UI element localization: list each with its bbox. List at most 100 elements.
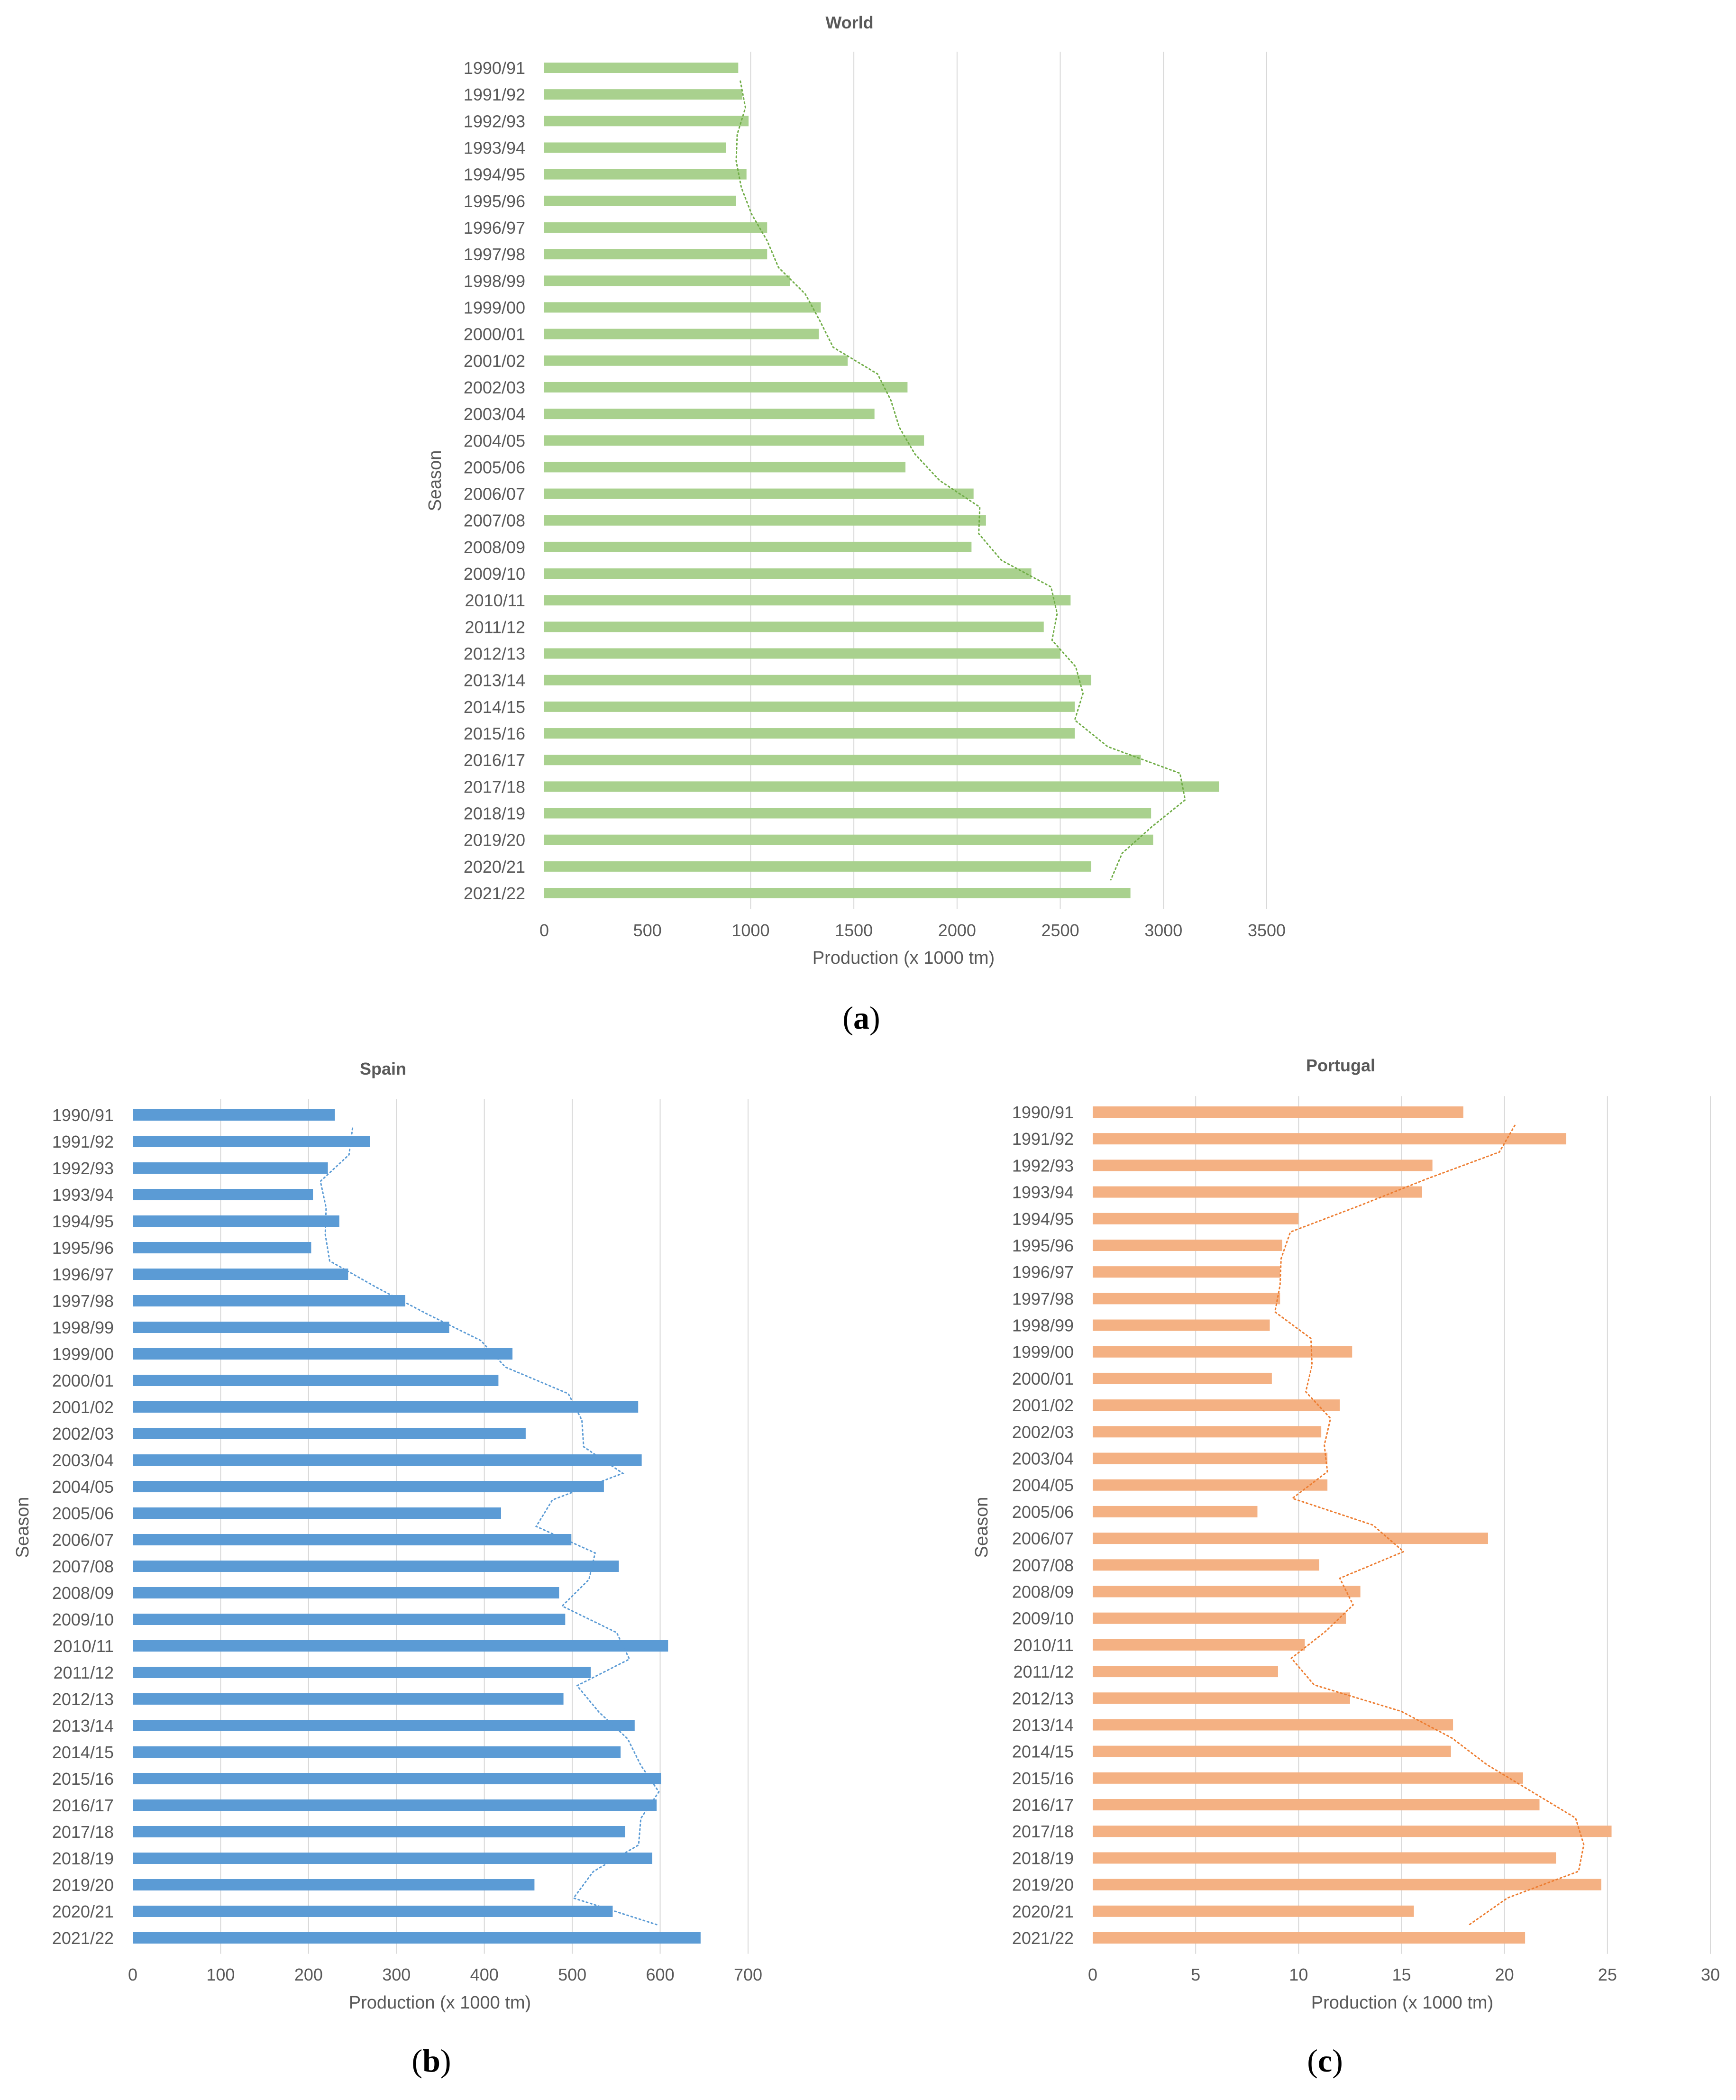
world-category-label: 2002/03 xyxy=(464,378,525,397)
portugal-category-label: 2014/15 xyxy=(1012,1742,1074,1762)
world-bar xyxy=(544,861,1091,872)
portugal-category-label: 1992/93 xyxy=(1012,1156,1074,1175)
spain-category-label: 2019/20 xyxy=(52,1875,114,1895)
portugal-category-label: 2004/05 xyxy=(1012,1476,1074,1495)
spain-x-tick-label: 0 xyxy=(128,1965,137,1984)
world-x-tick-label: 500 xyxy=(633,921,662,940)
spain-bar xyxy=(133,1614,566,1625)
world-category-label: 2013/14 xyxy=(464,671,525,690)
spain-category-label: 2000/01 xyxy=(52,1371,114,1390)
portugal-category-label: 2017/18 xyxy=(1012,1822,1074,1841)
world-category-label: 2005/06 xyxy=(464,457,525,477)
world-bar xyxy=(544,488,974,499)
spain-category-label: 2021/22 xyxy=(52,1928,114,1948)
spain-category-label: 1992/93 xyxy=(52,1159,114,1178)
portugal-bar xyxy=(1093,1879,1601,1890)
world-trendline xyxy=(735,80,1186,881)
world-category-label: 2003/04 xyxy=(464,404,525,424)
world-bar xyxy=(544,834,1153,845)
portugal-category-label: 2015/16 xyxy=(1012,1769,1074,1788)
caption-c-letter: c xyxy=(1318,2043,1332,2079)
spain-category-label: 1995/96 xyxy=(52,1238,114,1258)
portugal-category-label: 1996/97 xyxy=(1012,1262,1074,1282)
portugal-bar xyxy=(1093,1106,1463,1118)
world-category-label: 1993/94 xyxy=(464,138,525,157)
world-bar xyxy=(544,568,1032,579)
spain-bar xyxy=(133,1269,348,1280)
world-bar xyxy=(544,675,1091,685)
caption-b-letter: b xyxy=(422,2043,440,2079)
spain-bar xyxy=(133,1853,652,1864)
portugal-x-tick-label: 20 xyxy=(1495,1965,1514,1984)
world-bar xyxy=(544,355,848,366)
world-bar xyxy=(544,382,908,393)
portugal-category-label: 2018/19 xyxy=(1012,1848,1074,1868)
spain-bar xyxy=(133,1507,501,1519)
spain-bar xyxy=(133,1773,661,1784)
portugal-category-label: 2016/17 xyxy=(1012,1795,1074,1815)
spain-category-label: 2006/07 xyxy=(52,1530,114,1550)
world-category-label: 2020/21 xyxy=(464,857,525,877)
world-bar xyxy=(544,808,1151,819)
spain-category-label: 1997/98 xyxy=(52,1291,114,1311)
portugal-category-label: 2005/06 xyxy=(1012,1502,1074,1522)
world-bar xyxy=(544,409,875,420)
world-bar xyxy=(544,888,1131,898)
spain-x-tick-label: 100 xyxy=(206,1965,235,1984)
portugal-y-axis-label: Season xyxy=(972,1497,992,1558)
portugal-category-label: 1990/91 xyxy=(1012,1103,1074,1122)
world-category-label: 2007/08 xyxy=(464,511,525,530)
world-bar xyxy=(544,329,819,339)
caption-a-close: ) xyxy=(869,1000,880,1036)
portugal-x-tick-label: 15 xyxy=(1392,1965,1411,1984)
world-category-label: 2008/09 xyxy=(464,538,525,557)
portugal-category-label: 2007/08 xyxy=(1012,1555,1074,1575)
world-chart-title: World xyxy=(825,13,873,32)
portugal-category-label: 2008/09 xyxy=(1012,1582,1074,1601)
spain-bar xyxy=(133,1428,526,1439)
portugal-category-label: 2009/10 xyxy=(1012,1609,1074,1628)
portugal-bar xyxy=(1093,1852,1556,1864)
portugal-bar xyxy=(1093,1533,1488,1544)
spain-category-label: 2005/06 xyxy=(52,1504,114,1523)
spain-bar xyxy=(133,1746,621,1758)
spain-x-tick-label: 200 xyxy=(294,1965,323,1984)
portugal-bar xyxy=(1093,1745,1451,1757)
portugal-category-label: 2003/04 xyxy=(1012,1449,1074,1469)
spain-bar xyxy=(133,1667,591,1678)
world-category-label: 1998/99 xyxy=(464,271,525,291)
world-category-label: 2011/12 xyxy=(465,617,525,637)
caption-b-open: ( xyxy=(411,2043,422,2079)
caption-c: (c) xyxy=(1307,2043,1343,2079)
portugal-bar xyxy=(1093,1826,1612,1837)
spain-category-label: 2018/19 xyxy=(52,1849,114,1868)
spain-bar xyxy=(133,1693,564,1705)
spain-bar xyxy=(133,1587,559,1598)
portugal-category-label: 1994/95 xyxy=(1012,1209,1074,1229)
portugal-bar xyxy=(1093,1666,1278,1678)
spain-y-axis-label: Season xyxy=(13,1497,33,1558)
spain-category-label: 2015/16 xyxy=(52,1769,114,1789)
spain-bar xyxy=(133,1348,513,1360)
portugal-bar xyxy=(1093,1932,1526,1944)
world-bar xyxy=(544,701,1075,712)
portugal-category-label: 1995/96 xyxy=(1012,1236,1074,1255)
portugal-category-label: 2011/12 xyxy=(1014,1662,1074,1681)
world-bar xyxy=(544,595,1071,606)
world-category-label: 1996/97 xyxy=(464,218,525,237)
world-category-label: 2014/15 xyxy=(464,697,525,717)
portugal-bar xyxy=(1093,1133,1566,1145)
portugal-bar xyxy=(1093,1799,1540,1811)
world-bar xyxy=(544,195,736,206)
portugal-bar xyxy=(1093,1639,1305,1651)
spain-bar xyxy=(133,1215,339,1227)
spain-category-label: 2020/21 xyxy=(52,1902,114,1921)
world-x-tick-label: 0 xyxy=(539,921,549,940)
world-bar xyxy=(544,541,972,552)
world-x-tick-label: 2000 xyxy=(938,921,976,940)
world-category-label: 2015/16 xyxy=(464,724,525,743)
world-x-tick-label: 2500 xyxy=(1042,921,1079,940)
portugal-bar xyxy=(1093,1426,1322,1438)
spain-category-label: 2017/18 xyxy=(52,1822,114,1842)
